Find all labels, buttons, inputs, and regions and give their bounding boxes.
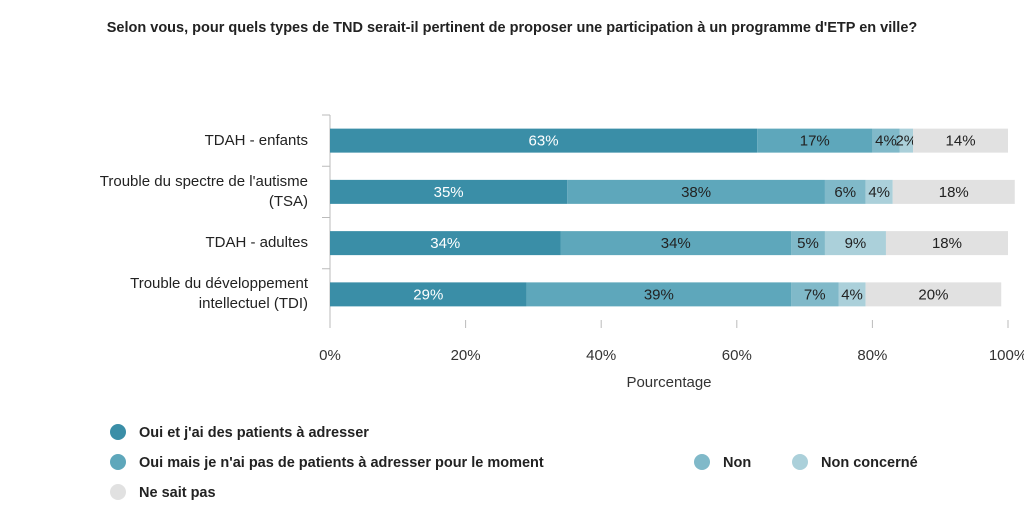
legend-label: Ne sait pas xyxy=(139,485,216,501)
bar-segment xyxy=(330,231,561,256)
legend-marker xyxy=(792,454,808,470)
legend-label: Non concerné xyxy=(821,455,918,471)
data-label: 9% xyxy=(845,235,867,252)
data-label: 18% xyxy=(939,184,969,201)
legend-label: Non xyxy=(723,455,751,471)
y-tick-label: Trouble du spectre de l'autisme (TSA) xyxy=(99,172,308,210)
bar-segment xyxy=(560,231,792,256)
bar-segment xyxy=(824,179,866,204)
legend-marker xyxy=(694,454,710,470)
legend-marker xyxy=(110,484,126,500)
bar-segment xyxy=(865,282,1002,307)
data-label: 29% xyxy=(413,286,443,303)
x-tick-label: 20% xyxy=(451,347,481,364)
y-tick-label: TDAH - adultes xyxy=(205,234,308,252)
bar-segment xyxy=(791,231,825,256)
bar-segment xyxy=(526,282,792,307)
x-axis-label: Pourcentage xyxy=(626,374,711,391)
data-label: 4% xyxy=(868,184,890,201)
bar-segment xyxy=(791,282,839,307)
data-label: 6% xyxy=(834,184,856,201)
chart-title: Selon vous, pour quels types de TND sera… xyxy=(106,20,918,36)
bar-segment xyxy=(899,128,914,153)
data-label: 35% xyxy=(434,184,464,201)
y-tick-label: Trouble du développement intellectuel (T… xyxy=(130,275,308,313)
bar-segment xyxy=(330,282,527,307)
data-label: 2% xyxy=(895,133,917,150)
x-tick-label: 100% xyxy=(989,347,1024,364)
data-label: 38% xyxy=(681,184,711,201)
x-tick-label: 40% xyxy=(586,347,616,364)
bar-segment xyxy=(567,179,825,204)
data-label: 63% xyxy=(529,133,559,150)
bar-segment xyxy=(330,128,758,153)
data-label: 7% xyxy=(804,286,826,303)
legend-label: Oui et j'ai des patients à adresser xyxy=(139,425,369,441)
data-label: 17% xyxy=(800,133,830,150)
x-tick-label: 0% xyxy=(319,347,341,364)
data-label: 4% xyxy=(875,133,897,150)
bar-segment xyxy=(892,179,1015,204)
data-label: 20% xyxy=(918,286,948,303)
legend-marker xyxy=(110,454,126,470)
x-tick-label: 80% xyxy=(857,347,887,364)
data-label: 14% xyxy=(946,133,976,150)
bar-segment xyxy=(330,179,568,204)
data-label: 34% xyxy=(430,235,460,252)
legend-marker xyxy=(110,424,126,440)
data-label: 39% xyxy=(644,286,674,303)
bar-segment xyxy=(865,179,893,204)
bar-segment xyxy=(824,231,886,256)
data-label: 18% xyxy=(932,235,962,252)
data-label: 4% xyxy=(841,286,863,303)
legend-label: Oui mais je n'ai pas de patients à adres… xyxy=(139,455,544,471)
bar-segment xyxy=(885,231,1008,256)
x-tick-label: 60% xyxy=(722,347,752,364)
bar-segment xyxy=(913,128,1008,153)
bar-segment xyxy=(757,128,873,153)
y-tick-label: TDAH - enfants xyxy=(204,131,308,149)
bar-segment xyxy=(838,282,866,307)
data-label: 5% xyxy=(797,235,819,252)
bar-segment xyxy=(872,128,900,153)
data-label: 34% xyxy=(661,235,691,252)
